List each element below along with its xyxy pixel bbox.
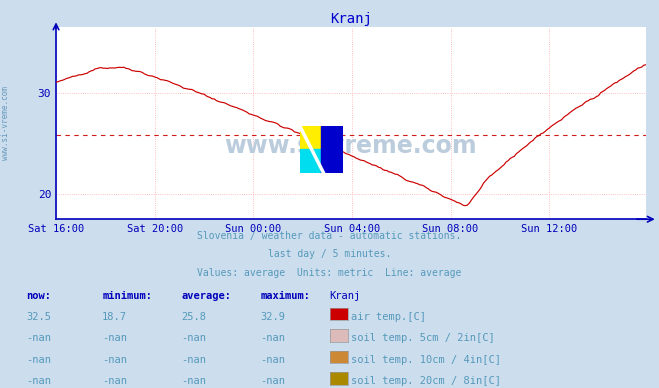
- Text: -nan: -nan: [181, 333, 206, 343]
- Text: soil temp. 20cm / 8in[C]: soil temp. 20cm / 8in[C]: [351, 376, 501, 386]
- Text: 32.9: 32.9: [260, 312, 285, 322]
- Text: soil temp. 10cm / 4in[C]: soil temp. 10cm / 4in[C]: [351, 355, 501, 365]
- Text: average:: average:: [181, 291, 231, 301]
- Text: air temp.[C]: air temp.[C]: [351, 312, 426, 322]
- Text: www.si-vreme.com: www.si-vreme.com: [225, 134, 477, 158]
- Bar: [300, 149, 322, 173]
- Text: -nan: -nan: [181, 355, 206, 365]
- Text: -nan: -nan: [102, 355, 127, 365]
- Text: -nan: -nan: [26, 376, 51, 386]
- Text: -nan: -nan: [26, 355, 51, 365]
- Text: -nan: -nan: [260, 355, 285, 365]
- Text: -nan: -nan: [26, 333, 51, 343]
- Text: Kranj: Kranj: [330, 291, 360, 301]
- Text: www.si-vreme.com: www.si-vreme.com: [1, 86, 10, 160]
- Text: -nan: -nan: [260, 376, 285, 386]
- Text: -nan: -nan: [181, 376, 206, 386]
- Text: -nan: -nan: [102, 376, 127, 386]
- Text: soil temp. 5cm / 2in[C]: soil temp. 5cm / 2in[C]: [351, 333, 495, 343]
- Text: -nan: -nan: [260, 333, 285, 343]
- Text: -nan: -nan: [102, 333, 127, 343]
- Text: 25.8: 25.8: [181, 312, 206, 322]
- Text: 18.7: 18.7: [102, 312, 127, 322]
- Text: now:: now:: [26, 291, 51, 301]
- Text: minimum:: minimum:: [102, 291, 152, 301]
- Bar: [300, 126, 322, 149]
- Text: Values: average  Units: metric  Line: average: Values: average Units: metric Line: aver…: [197, 268, 462, 278]
- Text: last day / 5 minutes.: last day / 5 minutes.: [268, 249, 391, 260]
- Text: Slovenia / weather data - automatic stations.: Slovenia / weather data - automatic stat…: [197, 231, 462, 241]
- Bar: [322, 126, 343, 173]
- Title: Kranj: Kranj: [330, 12, 372, 26]
- Text: 32.5: 32.5: [26, 312, 51, 322]
- Text: maximum:: maximum:: [260, 291, 310, 301]
